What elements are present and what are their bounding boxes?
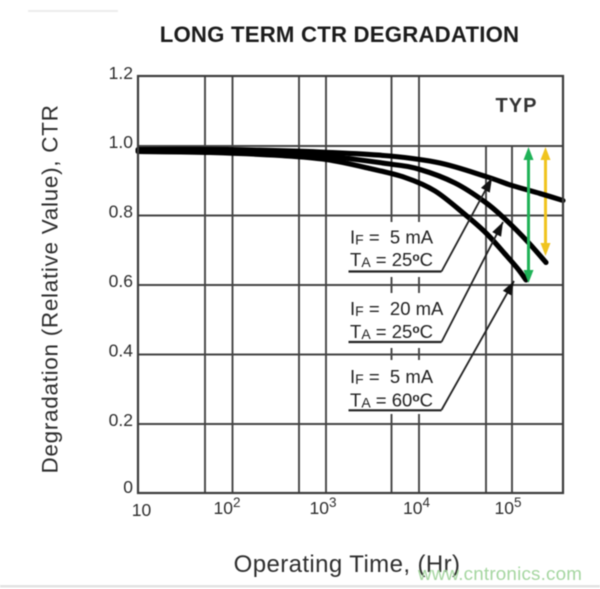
svg-text:IF = 20 mA: IF = 20 mA — [350, 298, 444, 319]
svg-text:0.8: 0.8 — [109, 202, 133, 222]
svg-text:Operating Time, (Hr): Operating Time, (Hr) — [234, 551, 461, 578]
svg-text:TA = 25oC: TA = 25oC — [350, 249, 433, 270]
svg-text:IF = 5 mA: IF = 5 mA — [350, 227, 434, 248]
svg-text:www.cntronics.com: www.cntronics.com — [417, 563, 582, 584]
svg-text:Degradation (Relative Value),: Degradation (Relative Value), CTR — [38, 104, 63, 473]
svg-text:TYP: TYP — [496, 95, 538, 117]
svg-text:0.4: 0.4 — [109, 341, 134, 361]
svg-text:10: 10 — [132, 500, 152, 520]
svg-text:0.6: 0.6 — [109, 271, 133, 291]
svg-text:0.2: 0.2 — [109, 410, 133, 430]
svg-text:0: 0 — [123, 477, 133, 497]
svg-text:1.2: 1.2 — [109, 63, 133, 83]
svg-text:TA = 60oC: TA = 60oC — [350, 389, 433, 410]
svg-text:1.0: 1.0 — [109, 132, 134, 152]
svg-text:LONG TERM CTR DEGRADATION: LONG TERM CTR DEGRADATION — [160, 22, 520, 47]
svg-text:IF = 5 mA: IF = 5 mA — [350, 366, 434, 387]
svg-text:TA = 25oC: TA = 25oC — [350, 321, 433, 342]
